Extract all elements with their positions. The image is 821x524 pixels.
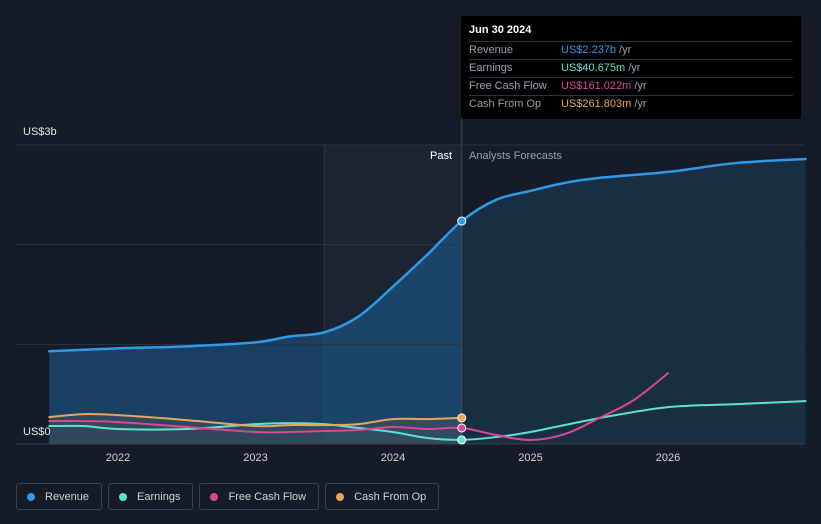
tooltip-row-free-cash-flow: Free Cash Flow US$161.022m /yr — [469, 78, 793, 96]
free-cash-flow-marker — [457, 423, 467, 433]
tooltip-label: Free Cash Flow — [469, 80, 547, 92]
cash-from-op-marker — [457, 413, 467, 423]
cash-from-op-dot-icon — [336, 492, 345, 501]
free-cash-flow-line — [48, 372, 669, 442]
x-tick-label: 2023 — [243, 452, 267, 464]
tooltip-unit: /yr — [634, 80, 647, 92]
x-tick-label: 2024 — [381, 452, 405, 464]
legend-label: Cash From Op — [354, 490, 427, 503]
tooltip-row-cash-from-op: Cash From Op US$261.803m /yr — [469, 96, 793, 113]
tooltip-unit: /yr — [628, 62, 641, 74]
x-tick-label: 2022 — [106, 452, 130, 464]
tooltip-label: Earnings — [469, 62, 513, 74]
revenue-marker — [457, 216, 467, 226]
tooltip-value: US$40.675m — [561, 62, 626, 74]
data-tooltip: Jun 30 2024 Revenue US$2.237b /yr Earnin… — [461, 16, 801, 119]
earnings-marker — [457, 435, 467, 445]
legend-label: Earnings — [137, 490, 181, 503]
cash-from-op-area — [49, 413, 462, 444]
revenue-area-forecast — [461, 158, 806, 444]
y-axis-top-label: US$3b — [23, 126, 57, 138]
tooltip-row-revenue: Revenue US$2.237b /yr — [469, 42, 793, 60]
tooltip-unit: /yr — [634, 98, 647, 110]
revenue-area-past — [49, 221, 462, 444]
y-axis-zero-label: US$0 — [23, 426, 51, 438]
earnings-line — [48, 400, 807, 441]
tooltip-value: US$161.022m — [561, 80, 632, 92]
revenue-line — [48, 157, 807, 353]
tooltip-label: Revenue — [469, 44, 514, 56]
legend-item-free-cash-flow[interactable]: Free Cash Flow — [199, 483, 320, 510]
tooltip-label: Cash From Op — [469, 98, 542, 110]
tooltip-value: US$2.237b — [561, 44, 617, 56]
legend-label: Free Cash Flow — [228, 490, 307, 503]
cash-from-op-line — [48, 412, 463, 428]
chart-background — [49, 145, 806, 444]
legend-item-cash-from-op[interactable]: Cash From Op — [325, 483, 440, 510]
x-tick-label: 2025 — [518, 452, 542, 464]
past-label: Past — [430, 150, 453, 162]
x-tick-label: 2026 — [656, 452, 680, 464]
tooltip-row-earnings: Earnings US$40.675m /yr — [469, 60, 793, 78]
tooltip-value: US$261.803m — [561, 98, 632, 110]
tooltip-date: Jun 30 2024 — [469, 24, 793, 42]
free-cash-flow-dot-icon — [210, 492, 219, 501]
gridlines — [16, 16, 805, 445]
earnings-dot-icon — [119, 492, 128, 501]
forecast-label: Analysts Forecasts — [469, 150, 562, 162]
legend-item-earnings[interactable]: Earnings — [108, 483, 194, 510]
tooltip-unit: /yr — [619, 44, 632, 56]
x-axis-ticks: 2022 2023 2024 2025 2026 — [106, 452, 680, 464]
legend-item-revenue[interactable]: Revenue — [16, 483, 103, 510]
legend-label: Revenue — [45, 490, 90, 503]
legend: Revenue Earnings Free Cash Flow Cash Fro… — [16, 483, 440, 510]
series-lines — [48, 157, 807, 445]
revenue-dot-icon — [27, 492, 35, 501]
